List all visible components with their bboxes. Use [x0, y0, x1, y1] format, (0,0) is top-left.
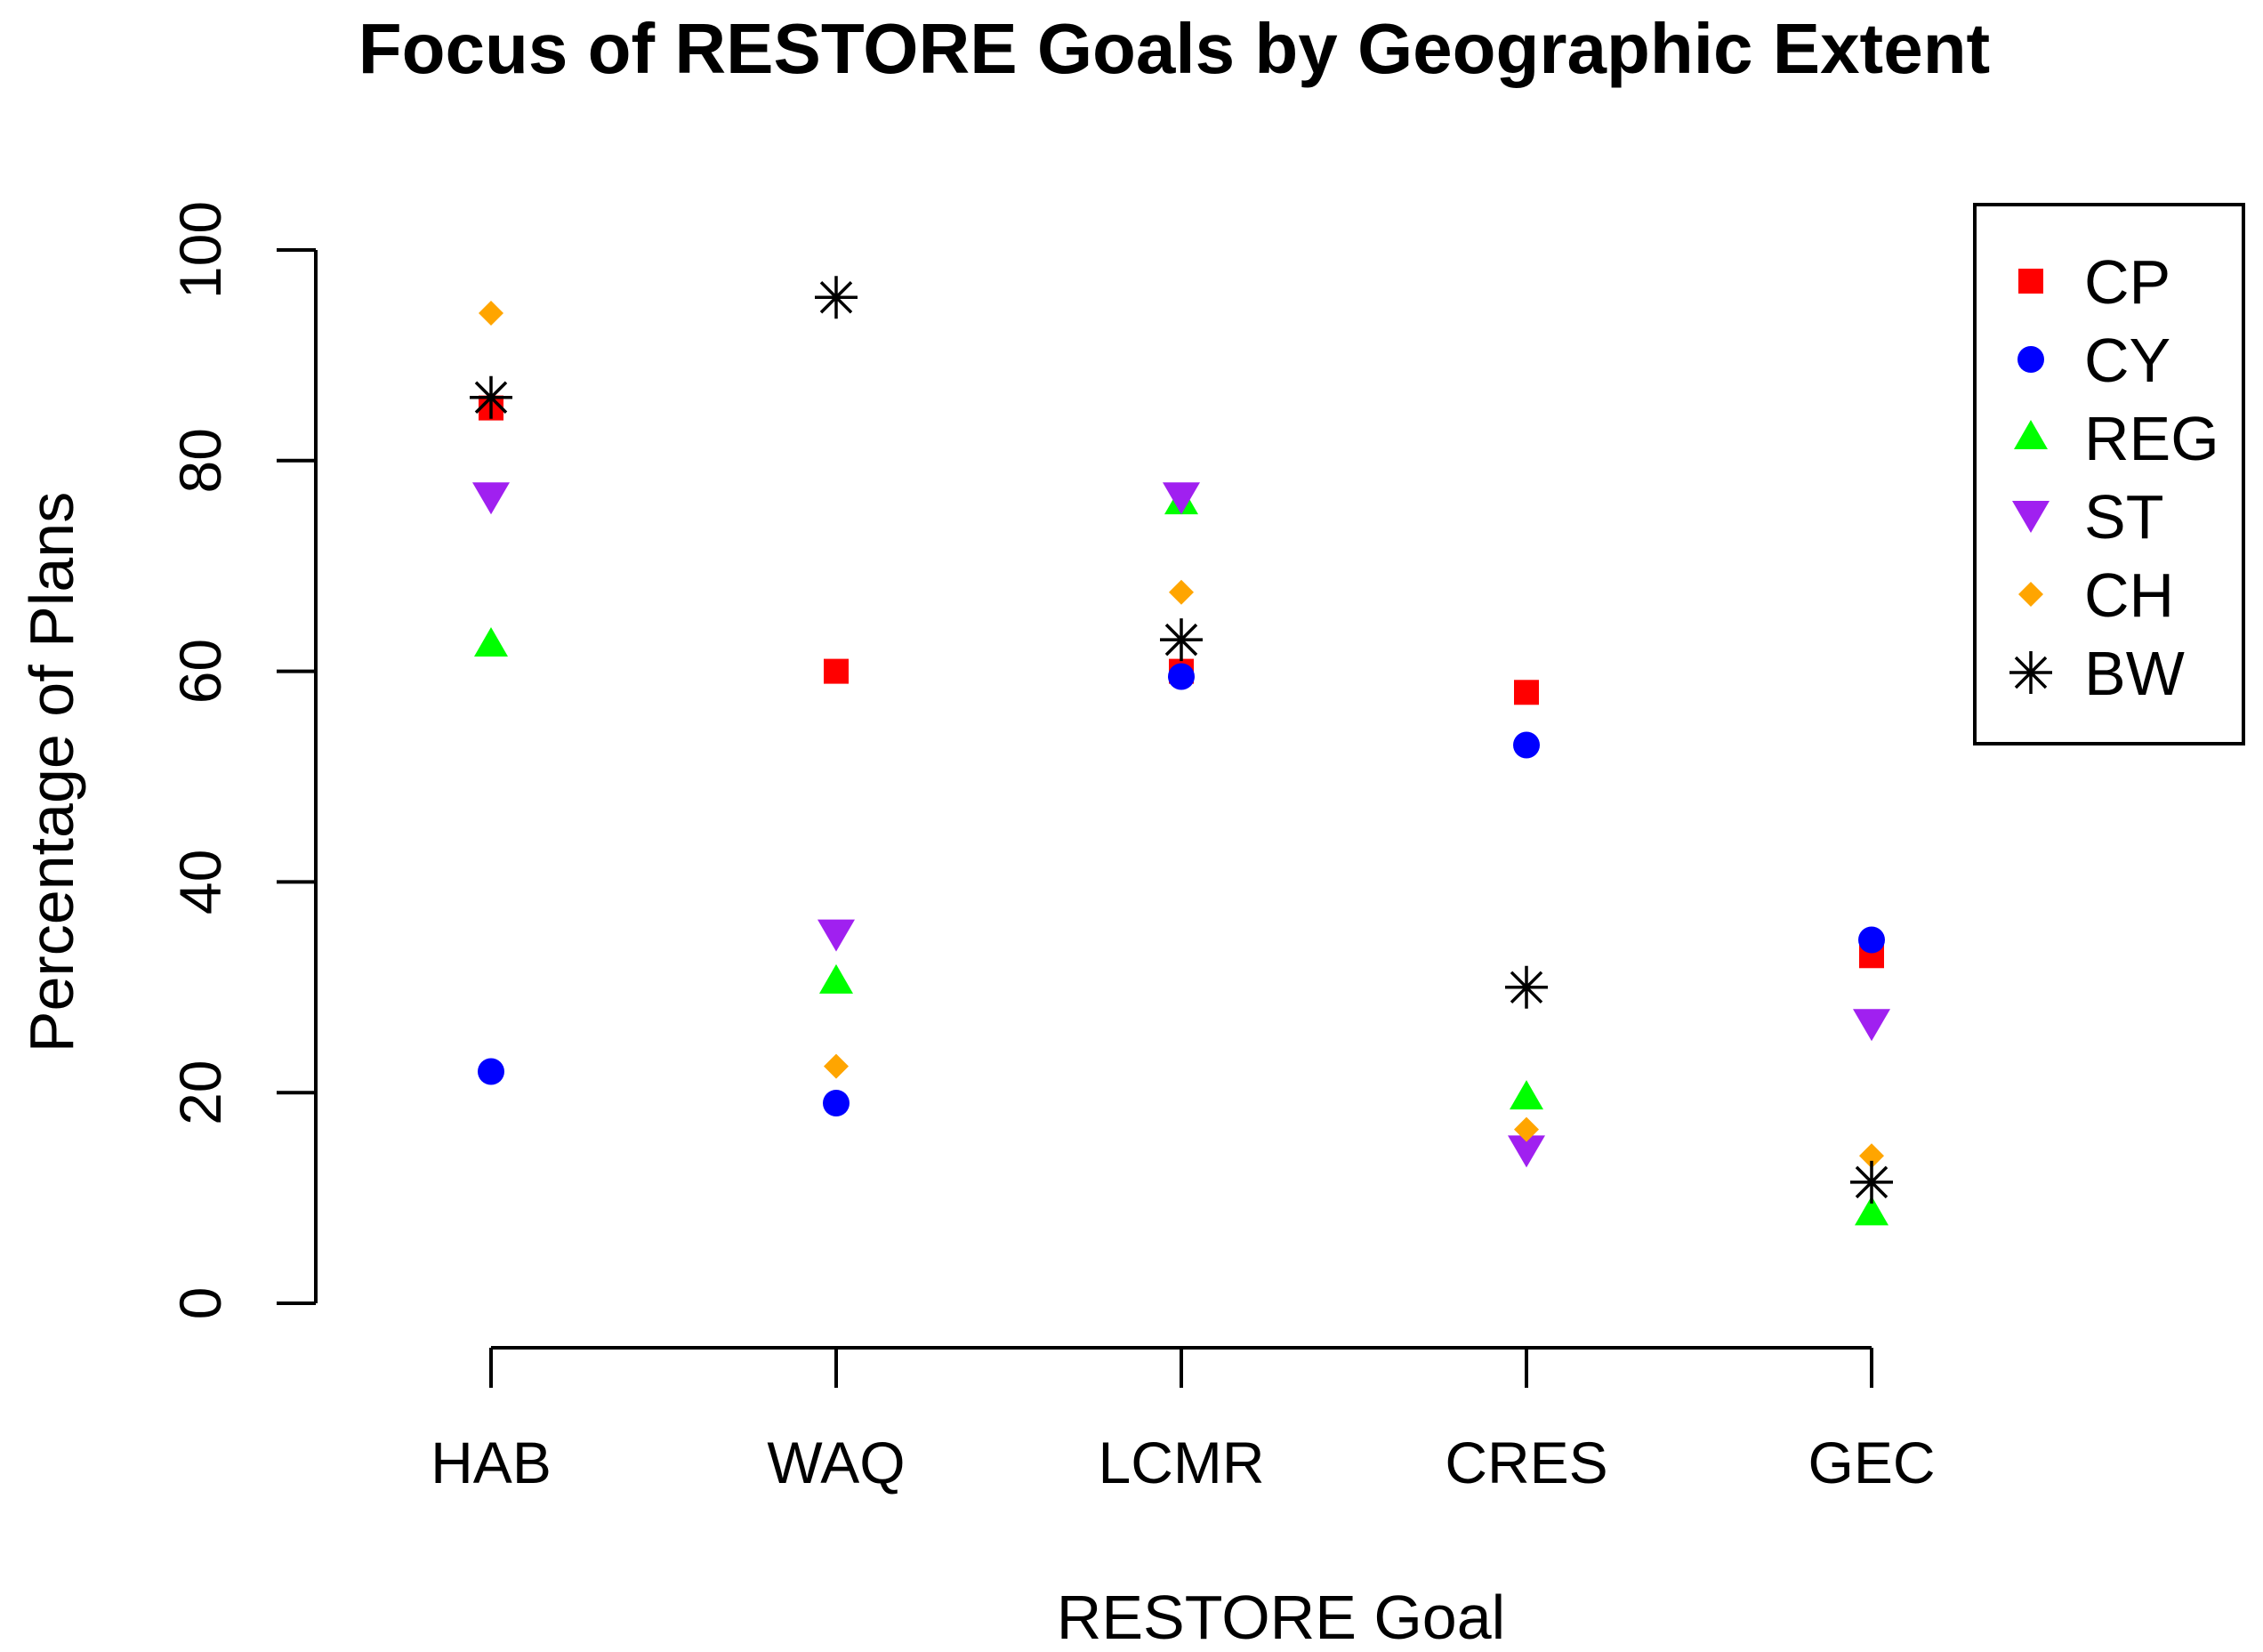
point-ch-waq [824, 1053, 849, 1079]
legend-item-st: ST [2012, 482, 2163, 552]
legend-item-cp: CP [2018, 247, 2170, 317]
point-st-hab [472, 482, 510, 515]
x-axis: HAB WAQ LCMR CRES GEC [431, 1346, 1936, 1495]
point-cy-waq [823, 1090, 850, 1117]
chart-title: Focus of RESTORE Goals by Geographic Ext… [358, 9, 1990, 88]
point-cy-gec [1858, 926, 1885, 954]
point-ch-cres [1514, 1116, 1539, 1142]
x-tick-label: WAQ [767, 1430, 905, 1495]
legend-marker-cp [2018, 269, 2043, 294]
legend-item-ch: CH [2018, 560, 2174, 630]
point-ch-gec [1859, 1143, 1884, 1169]
legend-item-reg: REG [2014, 404, 2219, 473]
series-bw [470, 276, 1893, 1204]
y-tick-label: 20 [167, 1060, 233, 1124]
point-st-gec [1853, 1009, 1890, 1042]
legend-marker-reg [2014, 420, 2048, 449]
legend-label-reg: REG [2084, 404, 2219, 473]
point-st-lcmr [1163, 482, 1200, 515]
legend-box [1973, 203, 2245, 745]
x-tick-label: HAB [431, 1430, 552, 1495]
point-reg-hab [474, 627, 508, 657]
legend-marker-st [2012, 501, 2050, 533]
y-tick-label: 100 [167, 201, 233, 299]
point-ch-lcmr [1169, 579, 1194, 605]
series-cy [478, 663, 1885, 1117]
data-points [470, 276, 1893, 1226]
point-bw-waq [815, 276, 858, 319]
y-tick-label: 80 [167, 428, 233, 493]
y-axis-title: Percentage of Plans [17, 492, 86, 1052]
point-bw-hab [470, 375, 512, 419]
point-cy-hab [478, 1058, 504, 1085]
legend-label-cy: CY [2084, 326, 2170, 395]
series-ch [479, 301, 1884, 1169]
legend-label-ch: CH [2084, 560, 2174, 630]
point-bw-gec [1850, 1160, 1893, 1204]
point-reg-waq [819, 963, 853, 994]
y-tick-label: 40 [167, 850, 233, 915]
legend-label-bw: BW [2084, 639, 2185, 708]
point-cy-cres [1513, 731, 1540, 759]
x-axis-title: RESTORE Goal [1057, 1583, 1505, 1652]
legend-marker-bw [2009, 651, 2052, 694]
legend-item-cy: CY [2017, 326, 2170, 395]
y-tick-label: 60 [167, 639, 233, 704]
point-reg-cres [1510, 1080, 1543, 1110]
x-tick-label: CRES [1445, 1430, 1607, 1495]
legend-label-cp: CP [2084, 247, 2170, 317]
point-cy-lcmr [1168, 663, 1195, 690]
y-tick-label: 0 [167, 1287, 233, 1320]
point-bw-cres [1505, 965, 1548, 1009]
point-cp-cres [1514, 680, 1539, 705]
legend-item-bw: BW [2009, 639, 2185, 708]
x-tick-label: LCMR [1098, 1430, 1264, 1495]
legend: CP CY REG ST CH BW [1973, 203, 2245, 745]
point-reg-gec [1855, 1196, 1889, 1226]
series-st [472, 482, 1890, 1168]
point-bw-lcmr [1160, 618, 1203, 662]
point-cp-waq [824, 658, 849, 684]
legend-marker-cy [2017, 346, 2044, 373]
y-axis: 0 20 40 60 80 100 [167, 201, 318, 1320]
point-ch-hab [479, 301, 503, 326]
legend-label-st: ST [2084, 482, 2163, 552]
point-st-waq [817, 919, 855, 952]
legend-marker-ch [2018, 582, 2043, 607]
point-st-cres [1508, 1135, 1545, 1168]
x-tick-label: GEC [1808, 1430, 1935, 1495]
